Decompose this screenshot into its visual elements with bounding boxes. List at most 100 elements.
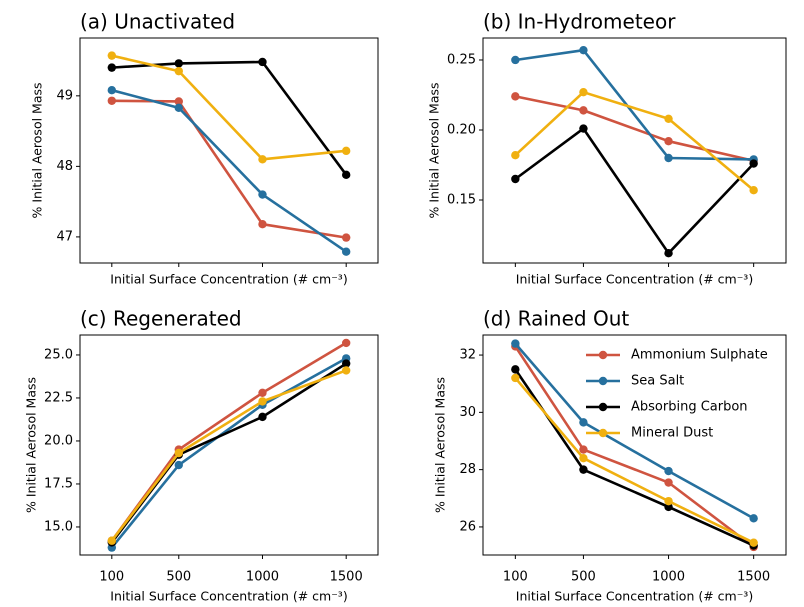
- data-point: [341, 146, 351, 156]
- data-point: [341, 247, 351, 256]
- series-line: [514, 342, 755, 520]
- y-tick-label: 49: [56, 88, 73, 103]
- axes-frame: [79, 37, 379, 264]
- x-axis-label: Initial Surface Concentration (# cm⁻³): [110, 272, 347, 287]
- legend-label: Mineral Dust: [631, 426, 713, 441]
- y-axis-label: % Initial Aerosol Mass: [30, 82, 45, 218]
- x-tick-label: 500: [166, 570, 191, 585]
- data-point: [341, 338, 351, 348]
- data-point: [341, 170, 351, 180]
- x-tick-label: 1500: [330, 570, 363, 585]
- data-point: [511, 92, 520, 101]
- legend-label: Sea Salt: [631, 374, 684, 389]
- y-axis-label: % Initial Aerosol Mass: [24, 377, 39, 513]
- data-point: [664, 114, 673, 123]
- data-point: [174, 59, 183, 68]
- x-tick-label: 100: [99, 570, 124, 585]
- series-line: [110, 369, 347, 542]
- data-point: [511, 339, 520, 348]
- series-line: [111, 60, 348, 176]
- data-point: [579, 87, 588, 97]
- data-point: [511, 365, 520, 374]
- series-line: [514, 377, 755, 544]
- data-point: [579, 124, 588, 133]
- x-tick-label: 100: [503, 570, 528, 585]
- data-point: [341, 359, 351, 368]
- series-line: [515, 95, 754, 163]
- y-tick-label: 28: [459, 462, 476, 477]
- data-point: [107, 96, 117, 105]
- y-tick-label: 0.25: [447, 52, 476, 67]
- x-axis-label: Initial Surface Concentration (# cm⁻³): [516, 272, 753, 287]
- data-point: [664, 478, 673, 487]
- axes-frame: [482, 37, 787, 264]
- data-point: [258, 57, 267, 67]
- y-tick-label: 17.5: [44, 476, 73, 491]
- series-line: [514, 345, 755, 549]
- y-tick-label: 25.0: [44, 347, 73, 362]
- series-line: [110, 341, 347, 542]
- data-point: [107, 51, 117, 60]
- data-point: [664, 466, 673, 476]
- y-axis-label: % Initial Aerosol Mass: [427, 82, 442, 218]
- data-point: [749, 538, 758, 547]
- data-point: [174, 97, 183, 106]
- data-point: [579, 106, 588, 115]
- data-point: [107, 85, 117, 95]
- y-tick-label: 20.0: [44, 433, 73, 448]
- legend-marker: [598, 402, 608, 412]
- x-tick-label: 1000: [246, 570, 279, 585]
- series-line: [111, 99, 347, 239]
- data-point: [579, 445, 588, 454]
- axes-frame: [482, 334, 787, 556]
- series-line: [514, 127, 755, 255]
- data-point: [749, 514, 758, 523]
- y-tick-label: 47: [56, 229, 73, 244]
- data-point: [341, 366, 351, 375]
- data-point: [511, 150, 520, 160]
- data-point: [511, 373, 520, 383]
- data-point: [174, 103, 183, 113]
- y-tick-label: 0.20: [447, 122, 476, 137]
- panel-title: (d) Rained Out: [483, 307, 629, 331]
- x-tick-label: 1000: [652, 570, 685, 585]
- data-point: [664, 153, 673, 163]
- data-point: [579, 418, 588, 427]
- data-point: [511, 174, 520, 184]
- data-point: [258, 388, 267, 397]
- data-point: [107, 63, 117, 72]
- series-line: [515, 48, 754, 161]
- series-line: [111, 88, 347, 253]
- series-line: [111, 54, 347, 161]
- data-point: [258, 397, 267, 406]
- legend-label: Ammonium Sulphate: [631, 348, 768, 363]
- data-point: [664, 136, 673, 146]
- data-point: [258, 412, 267, 422]
- y-tick-label: 22.5: [44, 390, 73, 405]
- series-line: [514, 90, 755, 192]
- data-point: [579, 453, 588, 463]
- data-point: [174, 448, 183, 458]
- y-axis-label: % Initial Aerosol Mass: [433, 377, 448, 513]
- data-point: [174, 460, 183, 470]
- x-axis-label: Initial Surface Concentration (# cm⁻³): [516, 589, 753, 604]
- data-point: [258, 190, 267, 199]
- y-tick-label: 48: [56, 159, 73, 174]
- panel-title: (a) Unactivated: [80, 10, 235, 34]
- x-tick-label: 500: [571, 570, 596, 585]
- legend-label: Absorbing Carbon: [631, 400, 748, 415]
- legend-marker: [598, 350, 608, 360]
- data-point: [664, 248, 673, 258]
- y-tick-label: 0.15: [447, 192, 476, 207]
- data-point: [579, 45, 588, 55]
- axes-frame: [79, 334, 379, 556]
- data-point: [107, 536, 117, 545]
- y-tick-label: 30: [459, 405, 476, 420]
- x-axis-label: Initial Surface Concentration (# cm⁻³): [110, 589, 347, 604]
- data-point: [511, 55, 520, 65]
- data-point: [579, 465, 588, 474]
- x-tick-label: 1500: [737, 570, 770, 585]
- y-tick-label: 26: [459, 519, 476, 534]
- legend-marker: [598, 376, 608, 386]
